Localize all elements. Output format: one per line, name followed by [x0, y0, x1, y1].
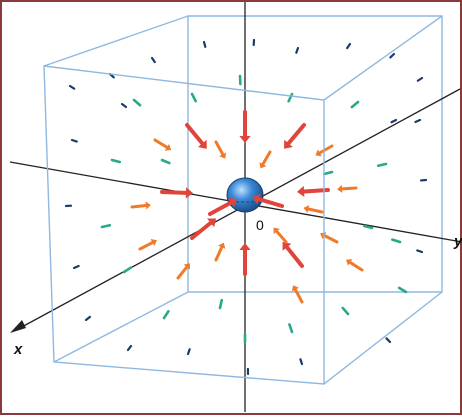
field-arrow [216, 243, 225, 260]
field-arrow [122, 104, 126, 107]
x-axis-arrowhead [10, 320, 26, 333]
field-arrow [386, 338, 390, 342]
field-arrow [415, 120, 420, 122]
cube-back-face [188, 16, 442, 292]
field-arrow [390, 54, 394, 57]
field-arrow [283, 242, 302, 266]
central-charge [227, 178, 263, 212]
field-arrow [296, 48, 298, 53]
field-arrow [324, 172, 332, 174]
field-arrow [320, 232, 337, 242]
field-arrow [188, 349, 190, 354]
field-arrow [204, 42, 205, 47]
field-arrow [418, 78, 422, 81]
field-arrow [164, 311, 168, 318]
field-arrow [347, 44, 350, 48]
field-arrow [128, 346, 131, 350]
field-arrow [112, 160, 120, 162]
field-arrow [155, 140, 171, 151]
field-arrow [239, 112, 250, 143]
field-arrow [274, 228, 286, 242]
field-arrow [417, 250, 422, 252]
field-arrow [392, 120, 396, 122]
field-arrow [152, 58, 155, 62]
field-arrow [124, 268, 131, 272]
field-arrow [70, 86, 74, 89]
field-arrow [134, 100, 140, 105]
field-arrow [140, 239, 157, 249]
field-arrow [289, 324, 292, 332]
field-arrow [284, 125, 304, 149]
y-axis-label: y [453, 233, 462, 250]
field-arrow [192, 94, 196, 101]
field-arrow [86, 317, 90, 320]
field-arrow [346, 259, 362, 270]
field-arrow [292, 285, 302, 302]
field-arrow [74, 266, 79, 268]
field-arrow [239, 243, 250, 274]
field-arrow [337, 185, 356, 193]
field-arrow [162, 160, 169, 163]
field-arrow [187, 125, 207, 149]
field-arrow [343, 308, 348, 314]
field-arrow [303, 205, 322, 213]
field-arrow [102, 225, 110, 227]
field-arrow [392, 240, 400, 242]
field-arrow [72, 140, 77, 142]
field-arrow [216, 142, 226, 159]
field-arrow [192, 218, 216, 238]
field-arrow [132, 202, 151, 210]
field-arrow [352, 102, 358, 107]
field-arrow [378, 164, 386, 166]
x-axis-label: x [13, 341, 23, 358]
field-arrow [300, 359, 302, 364]
origin-label: 0 [256, 217, 264, 233]
field-arrow [260, 152, 270, 168]
field-arrow [220, 300, 222, 308]
